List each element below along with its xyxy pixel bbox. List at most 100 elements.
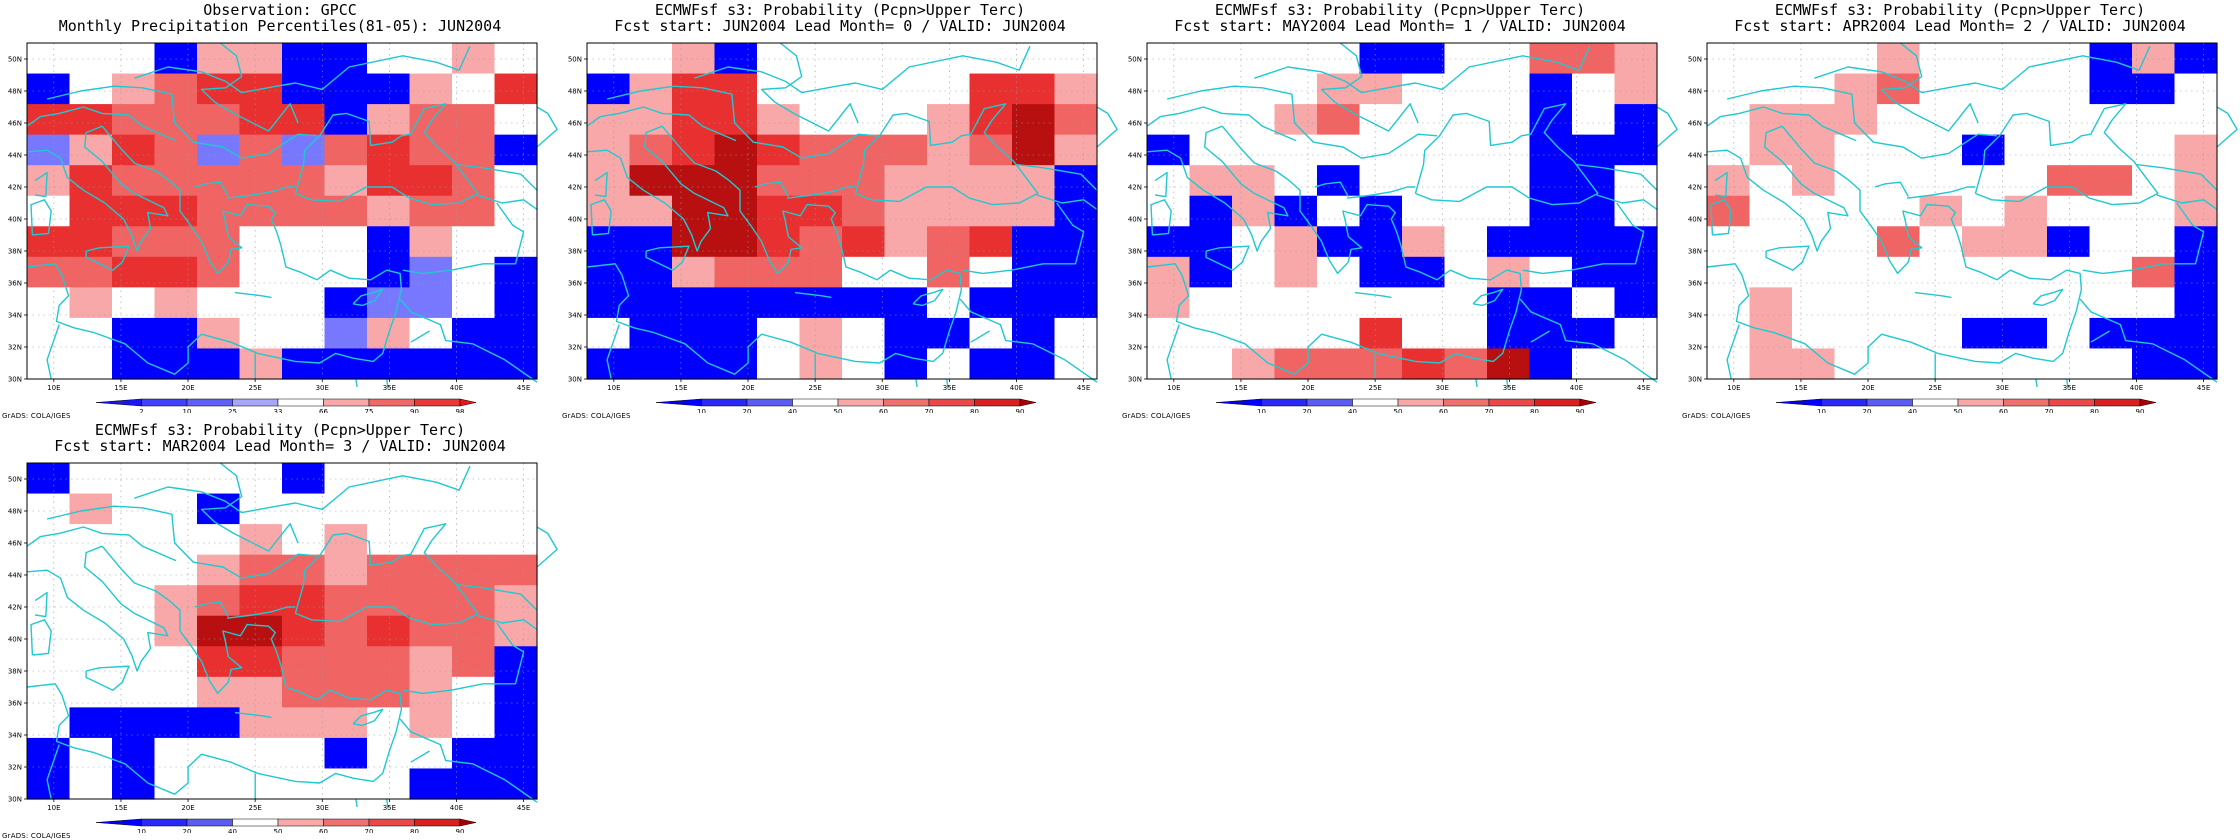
- grid-cell: [494, 287, 538, 319]
- lat-tick-label: 30N: [8, 376, 22, 384]
- grid-cell: [112, 463, 156, 495]
- coastline: [410, 330, 430, 343]
- grid-cell: [239, 317, 283, 350]
- grid-cell: [1402, 256, 1446, 288]
- coastline: [26, 218, 403, 375]
- grid-cell: [1054, 287, 1098, 319]
- grid-cell: [1572, 73, 1616, 105]
- coastline: [226, 186, 296, 199]
- grid-cell: [1834, 348, 1878, 380]
- grid-cell: [799, 256, 843, 288]
- colorbar-segment: [655, 398, 702, 407]
- grid-cell: [2174, 317, 2218, 350]
- coastline: [226, 606, 296, 619]
- coastline: [46, 324, 60, 380]
- grid-cell: [69, 676, 113, 708]
- grid-cell: [1834, 73, 1878, 105]
- grid-cell: [1444, 104, 1488, 136]
- grid-cell: [629, 134, 673, 166]
- coastline: [234, 291, 272, 299]
- colorbar-segment: [277, 398, 324, 407]
- lon-tick-label: 40E: [450, 384, 463, 392]
- grid-cell: [1919, 195, 1963, 227]
- lat-tick-label: 50N: [1688, 56, 1702, 64]
- grid-cell: [2047, 104, 2091, 136]
- grid-cell: [69, 554, 113, 586]
- coastline: [352, 708, 384, 727]
- grid-cell: [197, 195, 241, 227]
- grid-cell: [927, 348, 971, 380]
- grid-cell: [409, 348, 453, 380]
- grid-cell: [1054, 317, 1098, 350]
- grid-cell: [69, 226, 113, 258]
- lon-tick-label: 15E: [114, 384, 127, 392]
- lat-tick-label: 36N: [1688, 280, 1702, 288]
- grid-cell: [452, 134, 496, 166]
- grid-cell: [672, 348, 716, 380]
- grid-cell: [757, 317, 801, 350]
- lon-tick-label: 40E: [1010, 384, 1023, 392]
- panel-title: ECMWFsf s3: Probability (Pcpn>Upper Terc…: [654, 1, 1026, 19]
- grid-cell: [282, 737, 326, 770]
- grid-cell: [1962, 195, 2006, 227]
- precip-map: 30N 32N 34N 36N 38N 40N 42N 44N 46N 48N 50N 10E 15E 2…: [1128, 42, 1678, 413]
- grid-cell: [1012, 226, 1056, 258]
- colorbar-segment: [323, 398, 370, 407]
- colorbar-label: 60: [1439, 408, 1448, 413]
- grid-cell: [367, 104, 411, 136]
- lat-tick-label: 50N: [568, 56, 582, 64]
- colorbar-label: 90: [1576, 408, 1585, 413]
- grid-cell: [1359, 256, 1403, 288]
- grid-cell: [197, 585, 241, 617]
- coastline: [134, 465, 471, 514]
- grid-cell: [1529, 165, 1573, 197]
- colorbar-segment: [277, 818, 324, 827]
- grid-cell: [1962, 104, 2006, 136]
- coastline: [912, 288, 944, 307]
- grid-cell: [197, 317, 241, 350]
- lat-tick-label: 46N: [1688, 120, 1702, 128]
- grid-cell: [1359, 134, 1403, 166]
- colorbar-segment: [1352, 398, 1399, 407]
- coastline: [586, 218, 963, 375]
- grid-cell: [1614, 43, 1658, 75]
- coastline: [645, 245, 690, 271]
- colorbar-segment: [1866, 398, 1913, 407]
- coastline: [26, 106, 177, 142]
- grid-cell: [282, 348, 326, 380]
- grid-cell: [2004, 165, 2048, 197]
- coastline: [694, 45, 1031, 94]
- lon-tick-label: 35E: [1503, 384, 1516, 392]
- grid-cell: [452, 104, 496, 136]
- grid-cell: [1487, 348, 1531, 380]
- grid-cell: [239, 768, 283, 800]
- lat-tick-label: 42N: [1688, 184, 1702, 192]
- colorbar-segment: [792, 398, 839, 407]
- grid-cell: [587, 256, 631, 288]
- coastline: [134, 45, 471, 94]
- grid-cell: [757, 104, 801, 136]
- grid-cell: [494, 768, 538, 800]
- grid-cell: [1707, 73, 1751, 105]
- coastline: [1166, 324, 1180, 380]
- grid-cell: [494, 463, 538, 495]
- grid-cell: [324, 104, 368, 136]
- grid-cell: [282, 585, 326, 617]
- lat-tick-label: 36N: [8, 700, 22, 708]
- colorbar-label: 70: [365, 828, 374, 833]
- grid-cell: [1012, 287, 1056, 319]
- coastline: [661, 125, 836, 275]
- grid-cell: [494, 348, 538, 380]
- grid-cell: [2174, 73, 2218, 105]
- grid-cell: [367, 348, 411, 380]
- lon-tick-label: 10E: [47, 804, 60, 812]
- grid-cell: [282, 256, 326, 288]
- colorbar-segment: [1215, 398, 1262, 407]
- grid-cell: [1877, 195, 1921, 227]
- grid-cell: [757, 165, 801, 197]
- colorbar-label: 50: [1394, 408, 1403, 413]
- grid-cell: [714, 287, 758, 319]
- colorbar-segment: [459, 398, 477, 407]
- coastline: [1036, 194, 1098, 210]
- grid-cell: [1877, 134, 1921, 166]
